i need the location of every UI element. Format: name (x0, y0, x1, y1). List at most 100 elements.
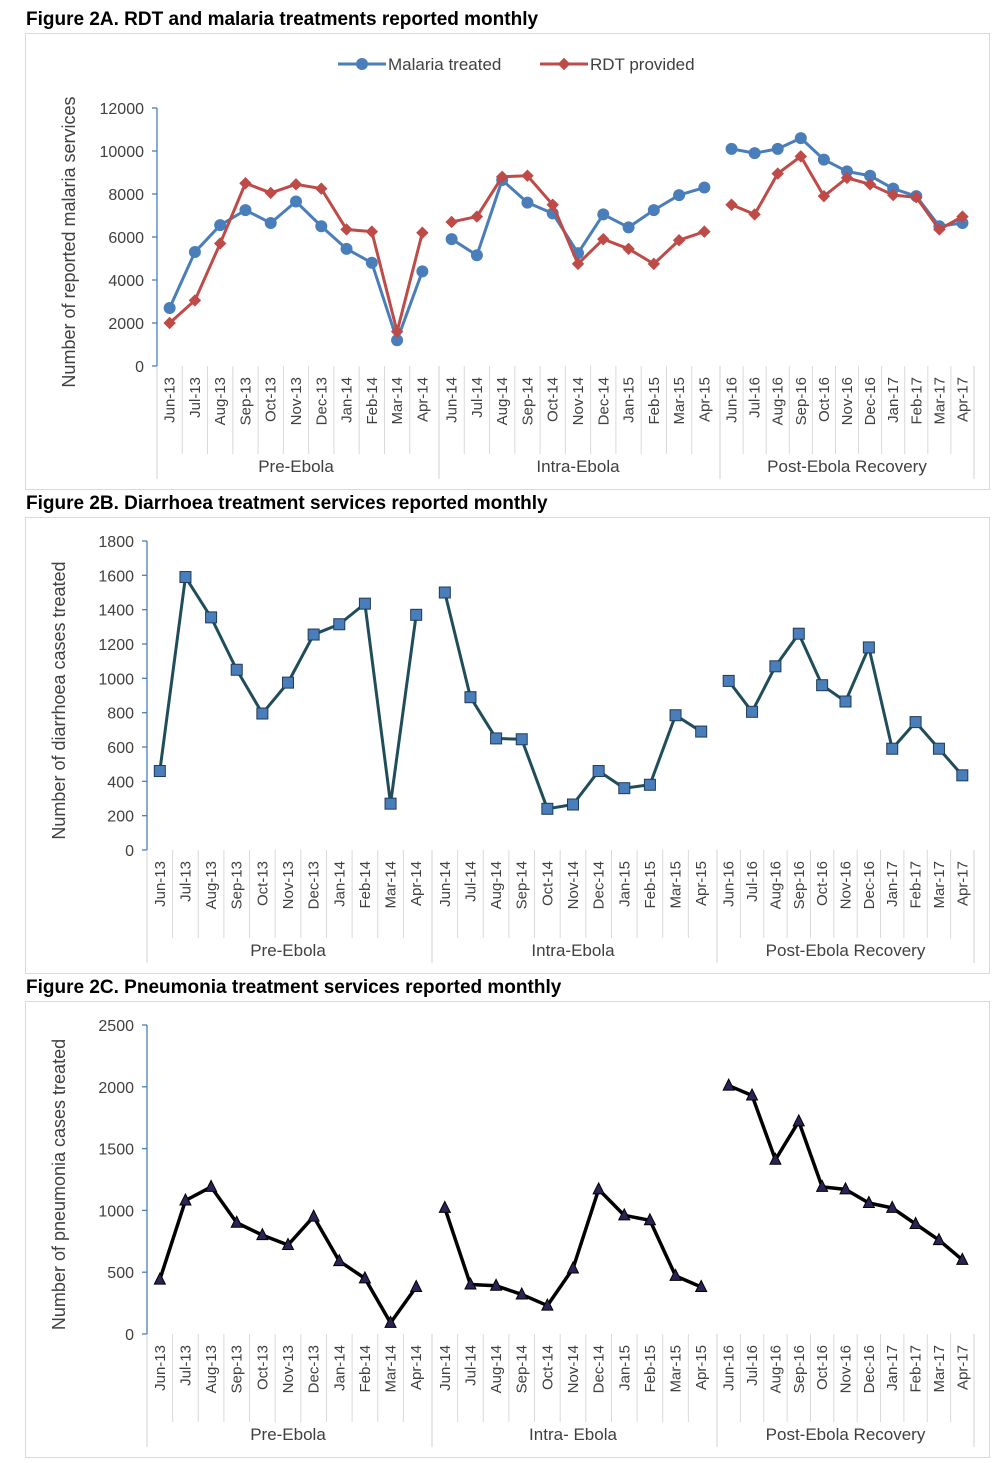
x-tick-label: Oct-16 (814, 861, 831, 906)
x-tick-label: Dec-14 (591, 1345, 608, 1393)
x-tick-label: Apr-15 (696, 377, 713, 422)
x-tick-label: Sep-16 (791, 1345, 808, 1393)
legend-marker (557, 57, 571, 71)
data-point (669, 1268, 682, 1281)
data-point (769, 1152, 782, 1165)
y-axis-title: Number of reported malaria services (59, 96, 79, 387)
data-point (672, 234, 686, 247)
x-tick-label: Jan-17 (885, 377, 902, 423)
data-point (365, 256, 378, 269)
x-tick-label: Aug-16 (770, 377, 787, 425)
y-tick-label: 1000 (98, 671, 134, 688)
data-point (567, 798, 579, 811)
x-tick-label: Aug-14 (488, 1345, 505, 1393)
series-line (443, 592, 702, 811)
data-point (956, 1252, 969, 1265)
x-tick-label: Jul-13 (187, 377, 204, 418)
y-tick-label: 1000 (98, 1203, 134, 1220)
data-point (597, 208, 610, 221)
x-tick-label: Jan-17 (884, 861, 901, 907)
x-tick-label: Apr-17 (954, 1345, 971, 1390)
data-point (464, 691, 477, 704)
x-tick-label: Nov-16 (838, 1345, 855, 1393)
data-point (264, 186, 277, 200)
x-tick-label: Jan-14 (331, 861, 348, 907)
data-point (289, 178, 303, 191)
series-line (158, 1185, 418, 1325)
data-point (622, 221, 635, 234)
data-point (464, 1276, 477, 1290)
data-point (470, 249, 483, 262)
x-tick-label: Oct-13 (263, 377, 280, 422)
x-tick-label: Dec-16 (861, 861, 878, 909)
x-tick-label: Apr-15 (693, 861, 710, 906)
x-tick-label: Mar-17 (931, 1345, 948, 1393)
data-point (956, 210, 969, 223)
data-point (816, 679, 829, 692)
data-point (792, 627, 805, 640)
y-tick-label: 2000 (98, 1080, 134, 1097)
data-point (722, 1077, 735, 1091)
x-tick-label: Nov-14 (565, 1345, 582, 1393)
x-tick-label: Feb-15 (642, 1345, 659, 1393)
group-label: Intra-Ebola (536, 457, 620, 476)
x-tick-label: Jan-14 (331, 1345, 348, 1391)
x-tick-label: Sep-14 (514, 1345, 531, 1393)
x-tick-label: Jan-15 (616, 1345, 633, 1391)
data-point (213, 237, 227, 250)
data-point (698, 181, 711, 194)
y-tick-label: 0 (125, 843, 134, 860)
x-tick-label: Feb-15 (646, 377, 663, 425)
data-point (358, 1270, 372, 1284)
data-point (445, 233, 458, 246)
data-point (839, 1181, 852, 1195)
group-label: Post-Ebola Recovery (766, 1425, 926, 1444)
data-point (722, 674, 735, 687)
x-tick-label: Oct-13 (254, 861, 271, 906)
y-tick-label: 1800 (98, 534, 134, 551)
data-point (862, 1195, 876, 1208)
x-tick-label: Dec-13 (306, 861, 323, 909)
data-point (256, 1227, 269, 1241)
data-point (282, 676, 294, 689)
data-point (315, 220, 328, 233)
data-point (956, 769, 969, 782)
data-point (340, 223, 353, 236)
legend-label: RDT provided (590, 55, 695, 74)
data-point (179, 571, 192, 584)
data-point (909, 716, 922, 729)
x-tick-label: Jul-14 (462, 861, 479, 902)
data-point (698, 225, 711, 238)
x-tick-label: Oct-13 (254, 1345, 271, 1390)
x-tick-label: Jun-13 (152, 861, 169, 907)
x-tick-label: Jun-14 (437, 861, 454, 907)
data-point (438, 586, 451, 599)
x-tick-label: Jun-14 (437, 1345, 454, 1391)
y-tick-label: 800 (107, 706, 134, 723)
x-tick-label: Mar-14 (383, 1345, 400, 1393)
data-point (695, 725, 708, 738)
data-point (541, 802, 554, 815)
y-axis-title: Number of pneumonia cases treated (49, 1039, 69, 1330)
x-tick-label: Aug-13 (203, 861, 220, 909)
x-tick-label: Nov-13 (280, 1345, 297, 1393)
y-tick-label: 12000 (100, 101, 145, 118)
series-line (158, 575, 418, 806)
y-tick-label: 1200 (98, 637, 134, 654)
x-tick-label: Feb-17 (908, 1345, 925, 1393)
series-line (450, 178, 705, 257)
x-tick-label: Sep-14 (514, 861, 531, 909)
data-point (771, 142, 784, 155)
data-point (290, 195, 302, 208)
data-point (390, 325, 404, 338)
x-tick-label: Mar-14 (389, 377, 406, 425)
data-point (333, 618, 346, 631)
x-tick-label: Nov-14 (565, 861, 582, 909)
data-point (445, 215, 458, 229)
x-tick-label: Jul-13 (177, 1345, 194, 1386)
y-axis-title: Number of diarrhoea cases treated (49, 561, 69, 839)
diarrhoea-chart: 0 200 400 600 800 1000 1200 1400 1600 1800 Number … (49, 534, 975, 963)
data-point (886, 742, 899, 755)
data-point (365, 225, 379, 238)
x-tick-label: Aug-13 (203, 1345, 220, 1393)
